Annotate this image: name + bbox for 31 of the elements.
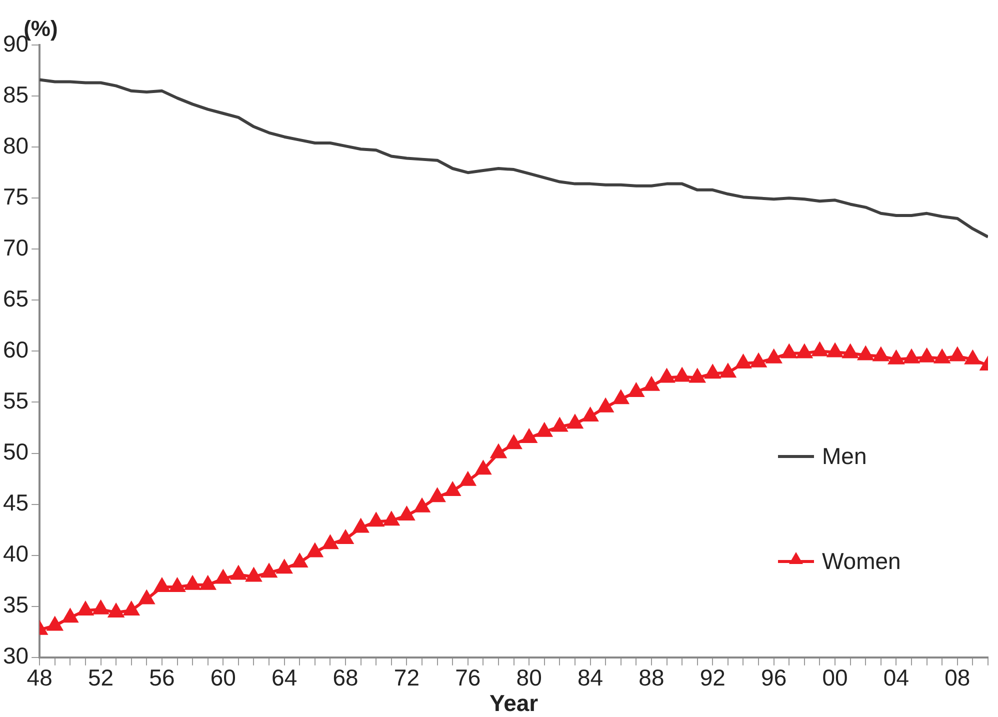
y-tick-label: 40	[2, 540, 29, 567]
x-tick-label: 60	[210, 664, 236, 691]
y-tick-label: 65	[2, 286, 29, 312]
legend-label: Men	[822, 443, 867, 470]
legend-label: Women	[822, 548, 901, 576]
x-tick-label: 76	[455, 664, 481, 691]
x-tick-label: 64	[272, 664, 298, 691]
x-tick-label: 72	[394, 664, 420, 691]
y-tick-label: 50	[2, 438, 29, 465]
x-tick-label: 92	[700, 664, 726, 691]
y-tick-label: 30	[2, 642, 29, 669]
x-tick-label: 96	[761, 664, 787, 691]
y-tick-label: 60	[2, 336, 29, 363]
x-tick-label: 80	[516, 664, 542, 691]
y-tick-label: 80	[2, 132, 29, 158]
x-tick-label: 56	[149, 664, 175, 691]
y-tick-label: 85	[2, 81, 29, 108]
x-tick-label: 08	[944, 664, 970, 691]
x-axis-title: Year	[489, 690, 538, 716]
x-tick-label: 04	[883, 664, 910, 691]
x-tick-label: 48	[26, 664, 52, 691]
x-tick-label: 52	[88, 664, 114, 691]
y-tick-label: 45	[2, 490, 29, 516]
x-tick-label: 88	[638, 664, 664, 691]
x-tick-label: 00	[822, 664, 848, 691]
y-tick-label: 55	[2, 388, 29, 414]
y-tick-label: 75	[2, 183, 29, 210]
y-tick-label: 70	[2, 234, 29, 260]
x-tick-label: 68	[332, 664, 358, 691]
y-tick-label: 35	[2, 592, 29, 618]
x-tick-label: 84	[577, 664, 604, 691]
